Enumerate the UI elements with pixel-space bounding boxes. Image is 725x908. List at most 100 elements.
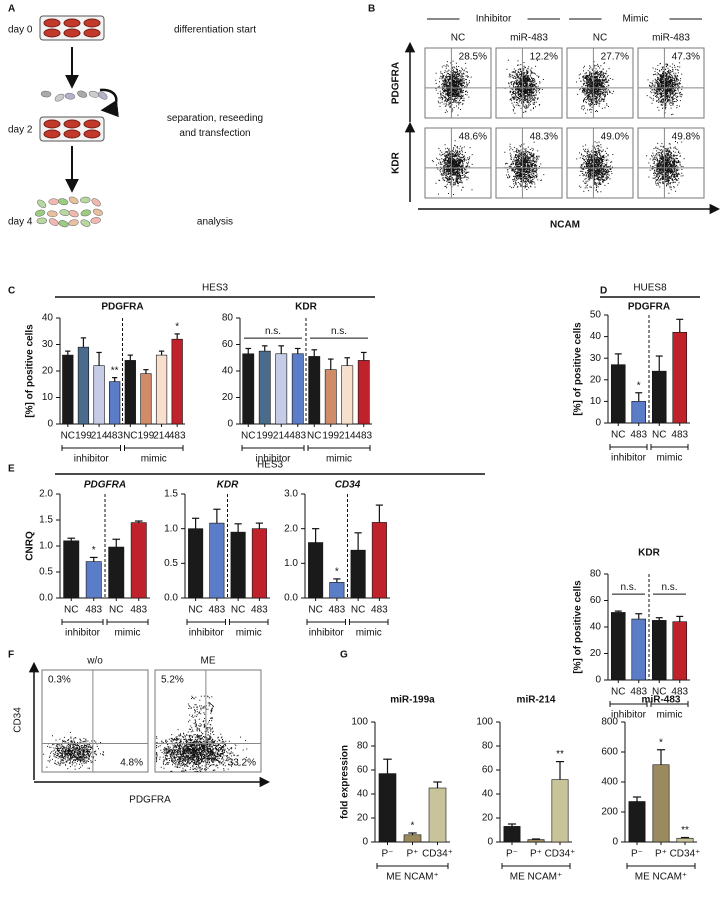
chart-title: PDGFRA <box>101 302 143 313</box>
panel-letter: E <box>8 464 15 475</box>
x-tick-label: 483 <box>371 605 388 616</box>
y-axis-label: CNRQ <box>25 531 36 561</box>
bar <box>631 618 647 681</box>
quadrant-percent: 48.3% <box>530 132 558 143</box>
quadrant-percent: 0.3% <box>48 675 71 686</box>
group-label: inhibitor <box>611 710 647 721</box>
x-tick-label: NC <box>652 430 666 441</box>
dot-cloud <box>576 61 614 114</box>
group-header: Inhibitor <box>476 14 512 25</box>
significance: * <box>659 737 663 748</box>
bar <box>329 582 345 599</box>
cell <box>88 90 99 98</box>
significance: * <box>335 567 339 578</box>
dot-cloud <box>504 141 545 190</box>
bar <box>308 356 321 425</box>
bar <box>124 360 136 425</box>
bar <box>63 540 80 599</box>
bar <box>209 522 225 599</box>
row-label: KDR <box>391 151 402 173</box>
x-tick-label: 483 <box>130 605 147 616</box>
y-tick-label: 0.0 <box>164 593 178 604</box>
chart-title: miR-214 <box>517 695 556 706</box>
x-tick-label: CD34⁺ <box>422 849 453 860</box>
y-axis-label: [%] of positive cells <box>25 324 36 418</box>
bar <box>652 764 670 843</box>
x-tick-label: NC <box>611 687 625 698</box>
bar <box>610 612 626 681</box>
cell <box>80 209 91 217</box>
bar <box>93 365 105 425</box>
group-label: ME NCAM⁺ <box>635 872 688 883</box>
plate-well <box>43 119 61 129</box>
x-tick-label: NC <box>307 431 321 442</box>
bar <box>77 346 90 425</box>
bar <box>230 531 246 599</box>
x-tick-label: 214 <box>91 431 108 442</box>
plot-frame <box>495 47 563 119</box>
y-tick-label: 40 <box>482 789 494 800</box>
plot-frame <box>424 127 492 199</box>
y-tick-label: 20 <box>357 813 369 824</box>
bar <box>324 369 337 425</box>
step-text: differentiation start <box>174 25 256 36</box>
plate-well <box>83 119 101 129</box>
bar <box>378 773 397 843</box>
panel-letter: D <box>600 286 607 297</box>
y-tick-label: 0 <box>595 675 601 686</box>
x-tick-label: NC <box>611 430 625 441</box>
y-tick-label: 10 <box>42 392 54 403</box>
y-tick-label: 0 <box>227 419 233 430</box>
y-tick-label: 30 <box>42 339 54 350</box>
significance: ** <box>111 365 119 376</box>
significance: * <box>175 322 179 333</box>
bar <box>62 354 74 425</box>
y-tick-label: 60 <box>222 339 234 350</box>
group-label: inhibitor <box>309 628 345 639</box>
cell <box>40 90 52 98</box>
chart-title: KDR <box>638 548 660 559</box>
x-tick-label: 483 <box>251 605 268 616</box>
y-tick-label: 400 <box>601 777 618 788</box>
group-label: mimic <box>656 453 682 464</box>
plate-well <box>43 28 61 38</box>
x-tick-label: 214 <box>153 431 170 442</box>
y-tick-label: 20 <box>222 392 234 403</box>
y-tick-label: 80 <box>590 569 602 580</box>
y-tick-label: 0.0 <box>39 593 53 604</box>
quadrant-percent: 49.0% <box>601 132 629 143</box>
curved-arrow <box>99 88 119 118</box>
y-tick-label: 0 <box>487 837 493 848</box>
quadrant-percent: 27.7% <box>601 52 629 63</box>
bar <box>651 370 667 424</box>
x-tick-label: CD34⁺ <box>545 849 576 860</box>
x-tick-label: NC <box>123 431 137 442</box>
bar <box>108 546 125 599</box>
bar <box>171 338 183 425</box>
y-tick-label: 40 <box>590 622 602 633</box>
x-tick-label: NC <box>188 605 202 616</box>
x-tick-label: 199 <box>138 431 155 442</box>
day-label: day 4 <box>8 217 33 228</box>
bar <box>672 331 688 424</box>
ns-label: n.s. <box>661 582 677 593</box>
y-axis-label: fold expression <box>340 745 351 819</box>
column-label: miR-483 <box>510 33 548 44</box>
quadrant-percent: 12.2% <box>530 52 558 63</box>
y-tick-label: 60 <box>482 765 494 776</box>
x-tick-label: NC <box>109 605 123 616</box>
bar <box>341 365 354 425</box>
quadrant-percent: 33.2% <box>228 758 256 769</box>
y-tick-label: 50 <box>590 310 602 321</box>
x-tick-label: P⁻ <box>382 849 394 860</box>
cell <box>91 198 101 207</box>
cell <box>98 91 108 100</box>
y-tick-label: 1.0 <box>39 541 53 552</box>
panel-letter: F <box>8 650 14 661</box>
y-tick-label: 80 <box>357 741 369 752</box>
panel-letter: C <box>8 286 15 297</box>
y-tick-label: 1.5 <box>164 489 178 500</box>
group-label: inhibitor <box>74 454 110 465</box>
x-tick-label: 199 <box>75 431 92 442</box>
y-tick-label: 1.5 <box>39 515 53 526</box>
